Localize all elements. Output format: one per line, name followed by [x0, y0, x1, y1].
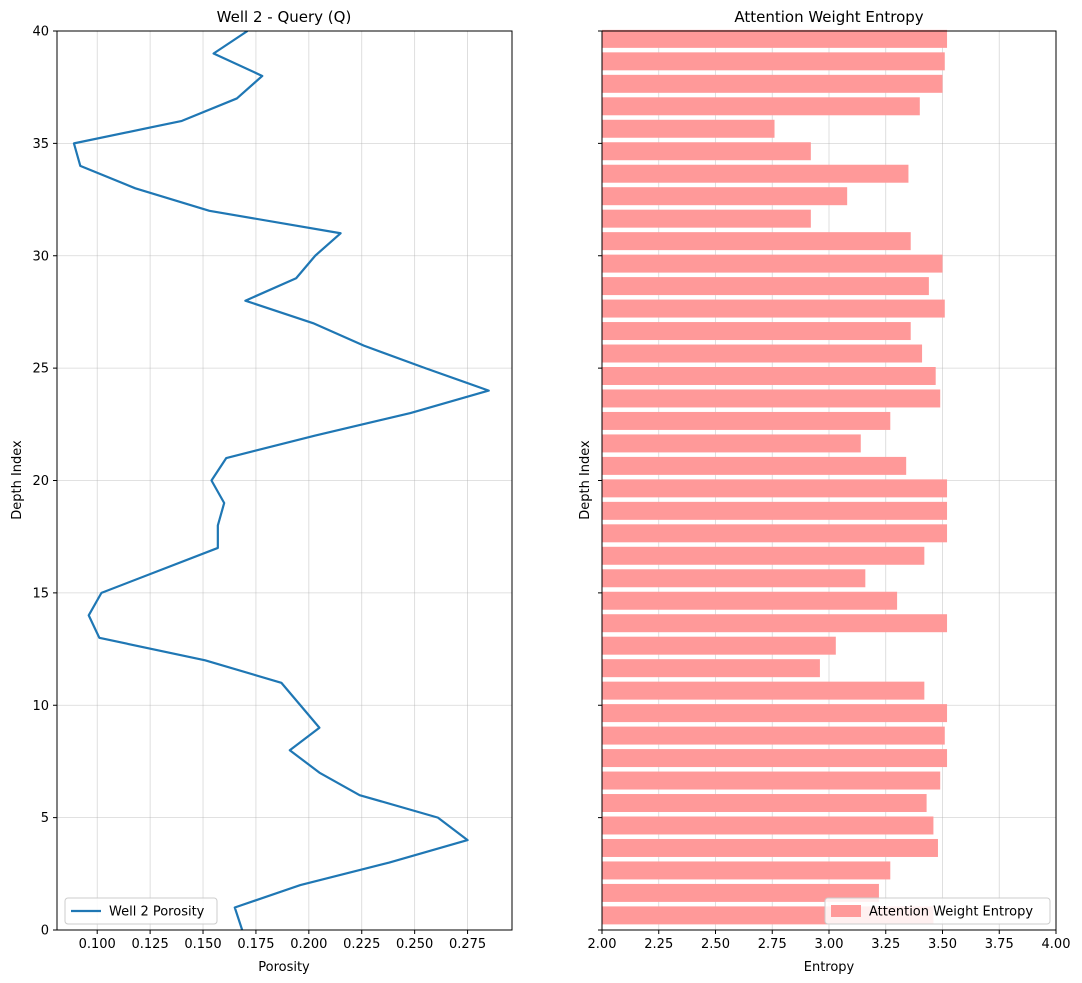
entropy-x-tick-label: 3.00	[815, 937, 844, 952]
entropy-legend: Attention Weight Entropy	[824, 897, 1051, 925]
entropy-bar	[602, 726, 945, 745]
entropy-bar	[602, 254, 943, 273]
entropy-bar	[602, 411, 891, 430]
entropy-bar	[602, 794, 927, 813]
entropy-bar	[602, 546, 925, 565]
entropy-bar	[602, 434, 861, 453]
entropy-bar	[602, 524, 948, 543]
entropy-panel: 2.00 2.25 2.50 2.75 3.00 3.25 3.50 3.75 4.00 Att…	[578, 8, 1070, 975]
porosity-y-tick-label: 5	[41, 811, 49, 826]
porosity-chart-title: Well 2 - Query (Q)	[217, 8, 352, 26]
entropy-x-tick-label: 3.50	[928, 937, 957, 952]
entropy-bar	[602, 97, 920, 116]
entropy-bar	[602, 816, 934, 835]
entropy-bar	[602, 479, 948, 498]
entropy-bar	[602, 456, 907, 475]
porosity-x-tick-label: 0.125	[132, 937, 169, 952]
porosity-y-tick-label: 15	[32, 586, 49, 601]
entropy-x-tick-label: 2.75	[758, 937, 787, 952]
porosity-legend-label: Well 2 Porosity	[109, 905, 205, 920]
entropy-bar	[602, 704, 948, 723]
porosity-x-tick-label: 0.150	[184, 937, 221, 952]
entropy-bar	[602, 142, 811, 161]
entropy-bar	[602, 389, 941, 408]
porosity-x-tick-label: 0.100	[79, 937, 116, 952]
entropy-bar	[602, 591, 898, 610]
entropy-bar	[602, 861, 891, 880]
entropy-bar	[602, 501, 948, 520]
entropy-legend-label: Attention Weight Entropy	[869, 905, 1033, 920]
entropy-x-tick-label: 2.00	[588, 937, 617, 952]
porosity-y-axis-label: Depth Index	[10, 440, 25, 520]
entropy-bar	[602, 209, 811, 228]
porosity-x-tick-label: 0.175	[237, 937, 274, 952]
entropy-x-ticks: 2.00 2.25 2.50 2.75 3.00 3.25 3.50 3.75 4.00	[588, 930, 1071, 952]
entropy-legend-box	[824, 897, 1051, 925]
entropy-bar	[602, 119, 775, 138]
porosity-y-tick-label: 25	[32, 362, 49, 377]
porosity-y-tick-label: 0	[41, 924, 49, 939]
entropy-x-tick-label: 2.25	[644, 937, 673, 952]
entropy-x-tick-label: 3.25	[871, 937, 900, 952]
entropy-y-axis-label: Depth Index	[578, 440, 593, 520]
entropy-bar	[602, 367, 936, 385]
porosity-x-tick-label: 0.200	[290, 937, 327, 952]
porosity-x-tick-label: 0.225	[343, 937, 380, 952]
porosity-x-ticks: 0.100 0.125 0.150 0.175 0.200 0.225 0.250 0.275	[79, 930, 486, 952]
entropy-bar	[602, 659, 820, 678]
entropy-legend-swatch	[831, 905, 861, 917]
entropy-bars	[602, 29, 948, 925]
entropy-bar	[602, 277, 929, 296]
entropy-bar	[602, 74, 943, 93]
porosity-series	[72, 31, 490, 930]
porosity-y-tick-label: 40	[32, 25, 49, 40]
entropy-bar	[602, 749, 948, 768]
entropy-x-tick-label: 4.00	[1042, 937, 1071, 952]
porosity-x-axis-label: Porosity	[258, 960, 310, 975]
entropy-bar	[602, 636, 836, 655]
entropy-bar	[602, 344, 923, 363]
entropy-bar	[602, 614, 948, 633]
entropy-bar	[602, 838, 938, 857]
entropy-y-ticks	[598, 30, 602, 931]
porosity-panel: 0.100 0.125 0.150 0.175 0.200 0.225 0.250 0.275…	[10, 8, 513, 975]
porosity-x-tick-label: 0.250	[396, 937, 433, 952]
entropy-x-tick-label: 2.50	[701, 937, 730, 952]
porosity-y-tick-label: 10	[32, 699, 49, 714]
entropy-bar	[602, 322, 911, 341]
entropy-bar	[602, 187, 848, 206]
entropy-bar	[602, 29, 948, 48]
entropy-chart-title: Attention Weight Entropy	[734, 8, 923, 26]
entropy-x-tick-label: 3.75	[985, 937, 1014, 952]
porosity-y-tick-label: 35	[32, 137, 49, 152]
porosity-y-tick-label: 30	[32, 249, 49, 264]
porosity-line	[72, 31, 490, 930]
entropy-bar	[602, 681, 925, 700]
entropy-bar	[602, 569, 866, 588]
porosity-legend-box	[64, 897, 218, 925]
porosity-legend: Well 2 Porosity	[64, 897, 218, 925]
porosity-y-ticks: 0 5 10 15 20 25 30 35 40	[32, 25, 57, 939]
entropy-x-axis-label: Entropy	[804, 960, 855, 975]
entropy-bar	[602, 232, 911, 251]
entropy-bar	[602, 771, 941, 790]
entropy-bar	[602, 52, 945, 71]
entropy-bar	[602, 299, 945, 318]
porosity-y-tick-label: 20	[32, 474, 49, 489]
entropy-bar	[602, 164, 909, 183]
porosity-x-tick-label: 0.275	[449, 937, 486, 952]
entropy-bar	[602, 883, 879, 902]
